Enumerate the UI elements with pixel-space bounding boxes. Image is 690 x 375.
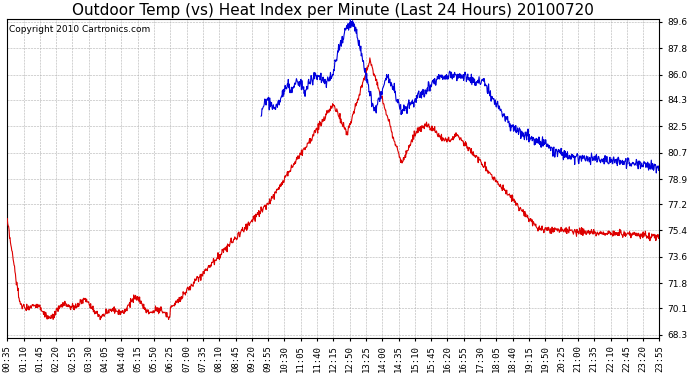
Text: Copyright 2010 Cartronics.com: Copyright 2010 Cartronics.com	[8, 26, 150, 34]
Title: Outdoor Temp (vs) Heat Index per Minute (Last 24 Hours) 20100720: Outdoor Temp (vs) Heat Index per Minute …	[72, 3, 594, 18]
